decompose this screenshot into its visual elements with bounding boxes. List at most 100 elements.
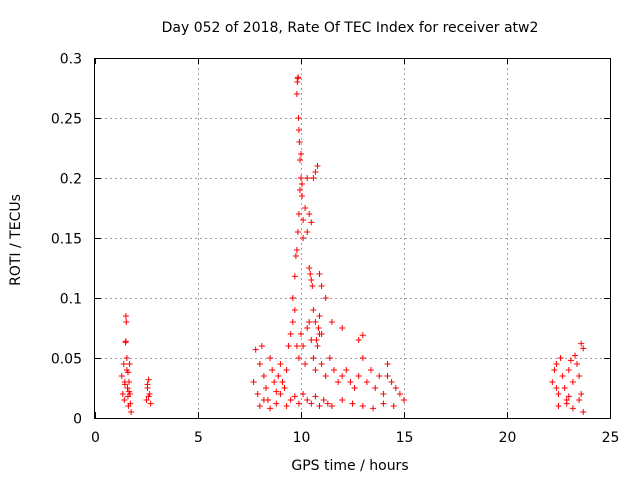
axis-ticks: 0 5 10 15 20 25 0 0.05 0.1 0.15 0.2 0.25 0.3 <box>51 52 620 447</box>
data-point <box>310 175 317 181</box>
data-point <box>308 277 315 283</box>
data-point <box>260 373 267 379</box>
data-point <box>312 169 319 175</box>
y-tick-label: 0 <box>73 412 82 428</box>
data-point <box>285 343 292 349</box>
data-point <box>576 397 583 403</box>
data-point <box>368 367 374 373</box>
data-point <box>256 403 263 409</box>
data-point <box>320 397 327 403</box>
data-point <box>318 331 325 337</box>
data-point <box>119 391 126 397</box>
data-point <box>316 271 323 277</box>
data-point <box>298 331 304 337</box>
plot-frame <box>94 58 611 419</box>
data-point <box>306 319 313 325</box>
data-point <box>283 403 290 409</box>
data-point <box>370 405 377 412</box>
data-point <box>122 313 129 319</box>
data-point <box>295 355 302 361</box>
data-point <box>122 338 129 345</box>
data-point <box>291 393 298 400</box>
x-tick-label: 20 <box>499 430 517 446</box>
data-point <box>271 379 278 385</box>
data-point <box>314 343 321 349</box>
data-point <box>277 391 284 397</box>
data-point <box>313 337 320 343</box>
data-point <box>578 340 585 347</box>
data-point <box>299 181 305 187</box>
data-point <box>312 319 319 325</box>
data-point <box>555 391 562 397</box>
data-point <box>300 235 307 241</box>
grid-layer <box>95 58 610 418</box>
data-point <box>343 367 350 373</box>
data-point <box>355 337 362 343</box>
data-point <box>125 369 131 376</box>
y-tick-label: 0.3 <box>60 52 82 68</box>
data-point <box>299 193 305 199</box>
data-point <box>304 397 311 403</box>
data-point <box>322 373 329 379</box>
data-point <box>359 403 366 409</box>
data-point <box>563 400 570 407</box>
data-point <box>347 379 354 385</box>
y-tick-label: 0.2 <box>60 172 82 188</box>
data-point <box>326 355 333 361</box>
data-point <box>273 388 280 395</box>
data-point <box>124 385 131 391</box>
data-point <box>294 229 301 235</box>
data-point <box>252 346 259 353</box>
data-point <box>359 332 366 339</box>
data-point <box>315 325 322 331</box>
data-point <box>298 175 304 181</box>
data-point <box>118 373 125 379</box>
data-point <box>351 385 358 391</box>
data-point <box>318 283 325 289</box>
data-point <box>580 409 587 415</box>
data-point <box>126 361 133 367</box>
data-point <box>553 385 560 391</box>
data-point <box>384 361 391 367</box>
data-point <box>306 265 313 271</box>
data-point <box>295 211 302 217</box>
data-point <box>300 343 307 349</box>
data-point <box>143 397 150 403</box>
data-point <box>283 367 290 373</box>
data-point <box>256 361 263 367</box>
data-point <box>561 385 568 391</box>
data-point <box>314 163 321 169</box>
data-point <box>281 385 288 391</box>
data-point <box>300 217 307 223</box>
data-point <box>298 151 304 157</box>
data-point <box>551 367 558 373</box>
data-point <box>557 355 564 361</box>
data-point <box>304 229 311 235</box>
data-point <box>144 381 151 388</box>
data-point <box>296 139 303 145</box>
data-point <box>549 379 556 385</box>
data-point <box>302 205 309 211</box>
data-point <box>273 400 280 407</box>
data-point <box>293 247 300 253</box>
data-point <box>123 319 130 325</box>
data-point <box>388 379 395 385</box>
data-point <box>339 397 346 403</box>
data-points <box>118 74 587 415</box>
data-point <box>318 361 325 367</box>
data-point <box>292 253 299 259</box>
data-point <box>297 157 303 163</box>
data-point <box>300 391 307 397</box>
y-axis-label: ROTI / TECUs <box>8 194 24 286</box>
data-point <box>569 379 576 385</box>
data-point <box>295 115 302 121</box>
x-tick-label: 5 <box>194 430 203 446</box>
data-point <box>126 388 132 395</box>
x-tick-label: 10 <box>293 430 311 446</box>
data-point <box>308 400 315 407</box>
data-point <box>302 361 309 367</box>
data-point <box>275 373 282 379</box>
data-point <box>339 325 346 331</box>
data-point <box>295 74 302 81</box>
